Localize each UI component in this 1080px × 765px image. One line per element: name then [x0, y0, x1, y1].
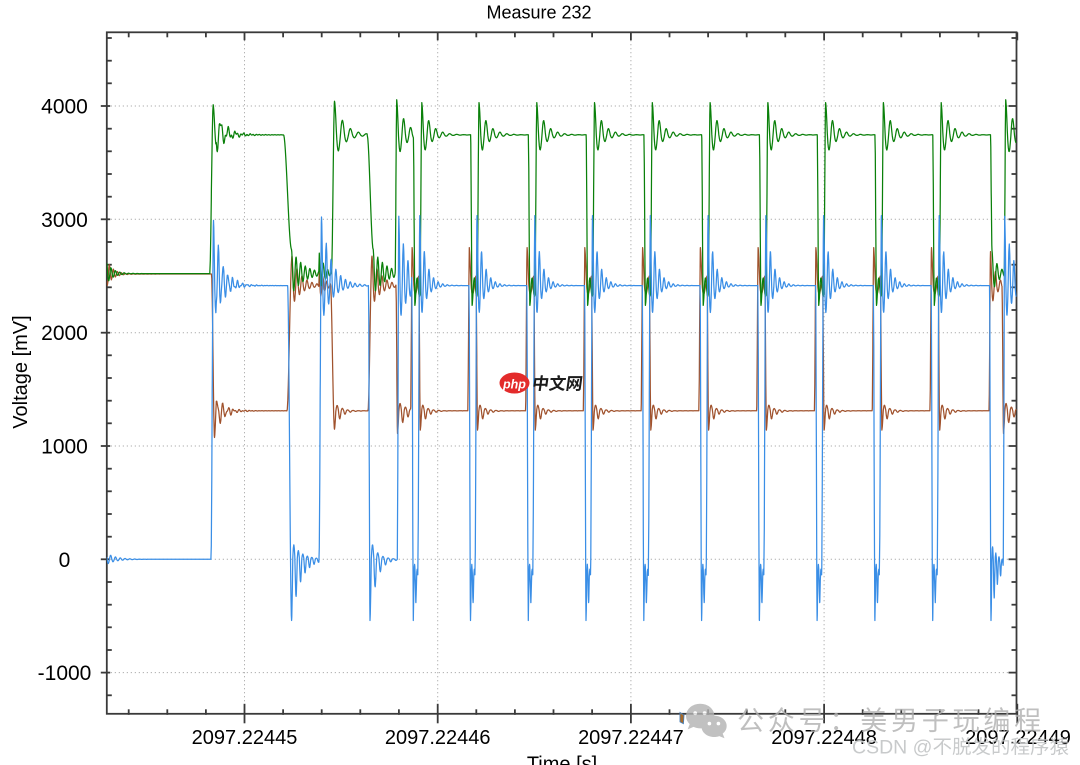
- svg-text:0: 0: [59, 549, 71, 572]
- svg-text:Measure 232: Measure 232: [486, 3, 591, 23]
- svg-text:2097.22446: 2097.22446: [385, 727, 491, 749]
- svg-text:php: php: [502, 378, 526, 392]
- svg-text:Voltage [mV]: Voltage [mV]: [10, 315, 32, 428]
- svg-text:-1000: -1000: [38, 662, 92, 685]
- svg-text:2097.22445: 2097.22445: [192, 727, 298, 749]
- svg-text:Time [s]: Time [s]: [527, 754, 597, 765]
- svg-text:3000: 3000: [41, 209, 88, 232]
- svg-text:1000: 1000: [41, 436, 88, 459]
- svg-text:2097.22448: 2097.22448: [771, 727, 877, 749]
- svg-text:CSDN @: CSDN @: [852, 737, 932, 759]
- svg-text:2097.22447: 2097.22447: [578, 727, 684, 749]
- svg-text:2000: 2000: [41, 322, 88, 345]
- svg-text:4000: 4000: [41, 96, 88, 119]
